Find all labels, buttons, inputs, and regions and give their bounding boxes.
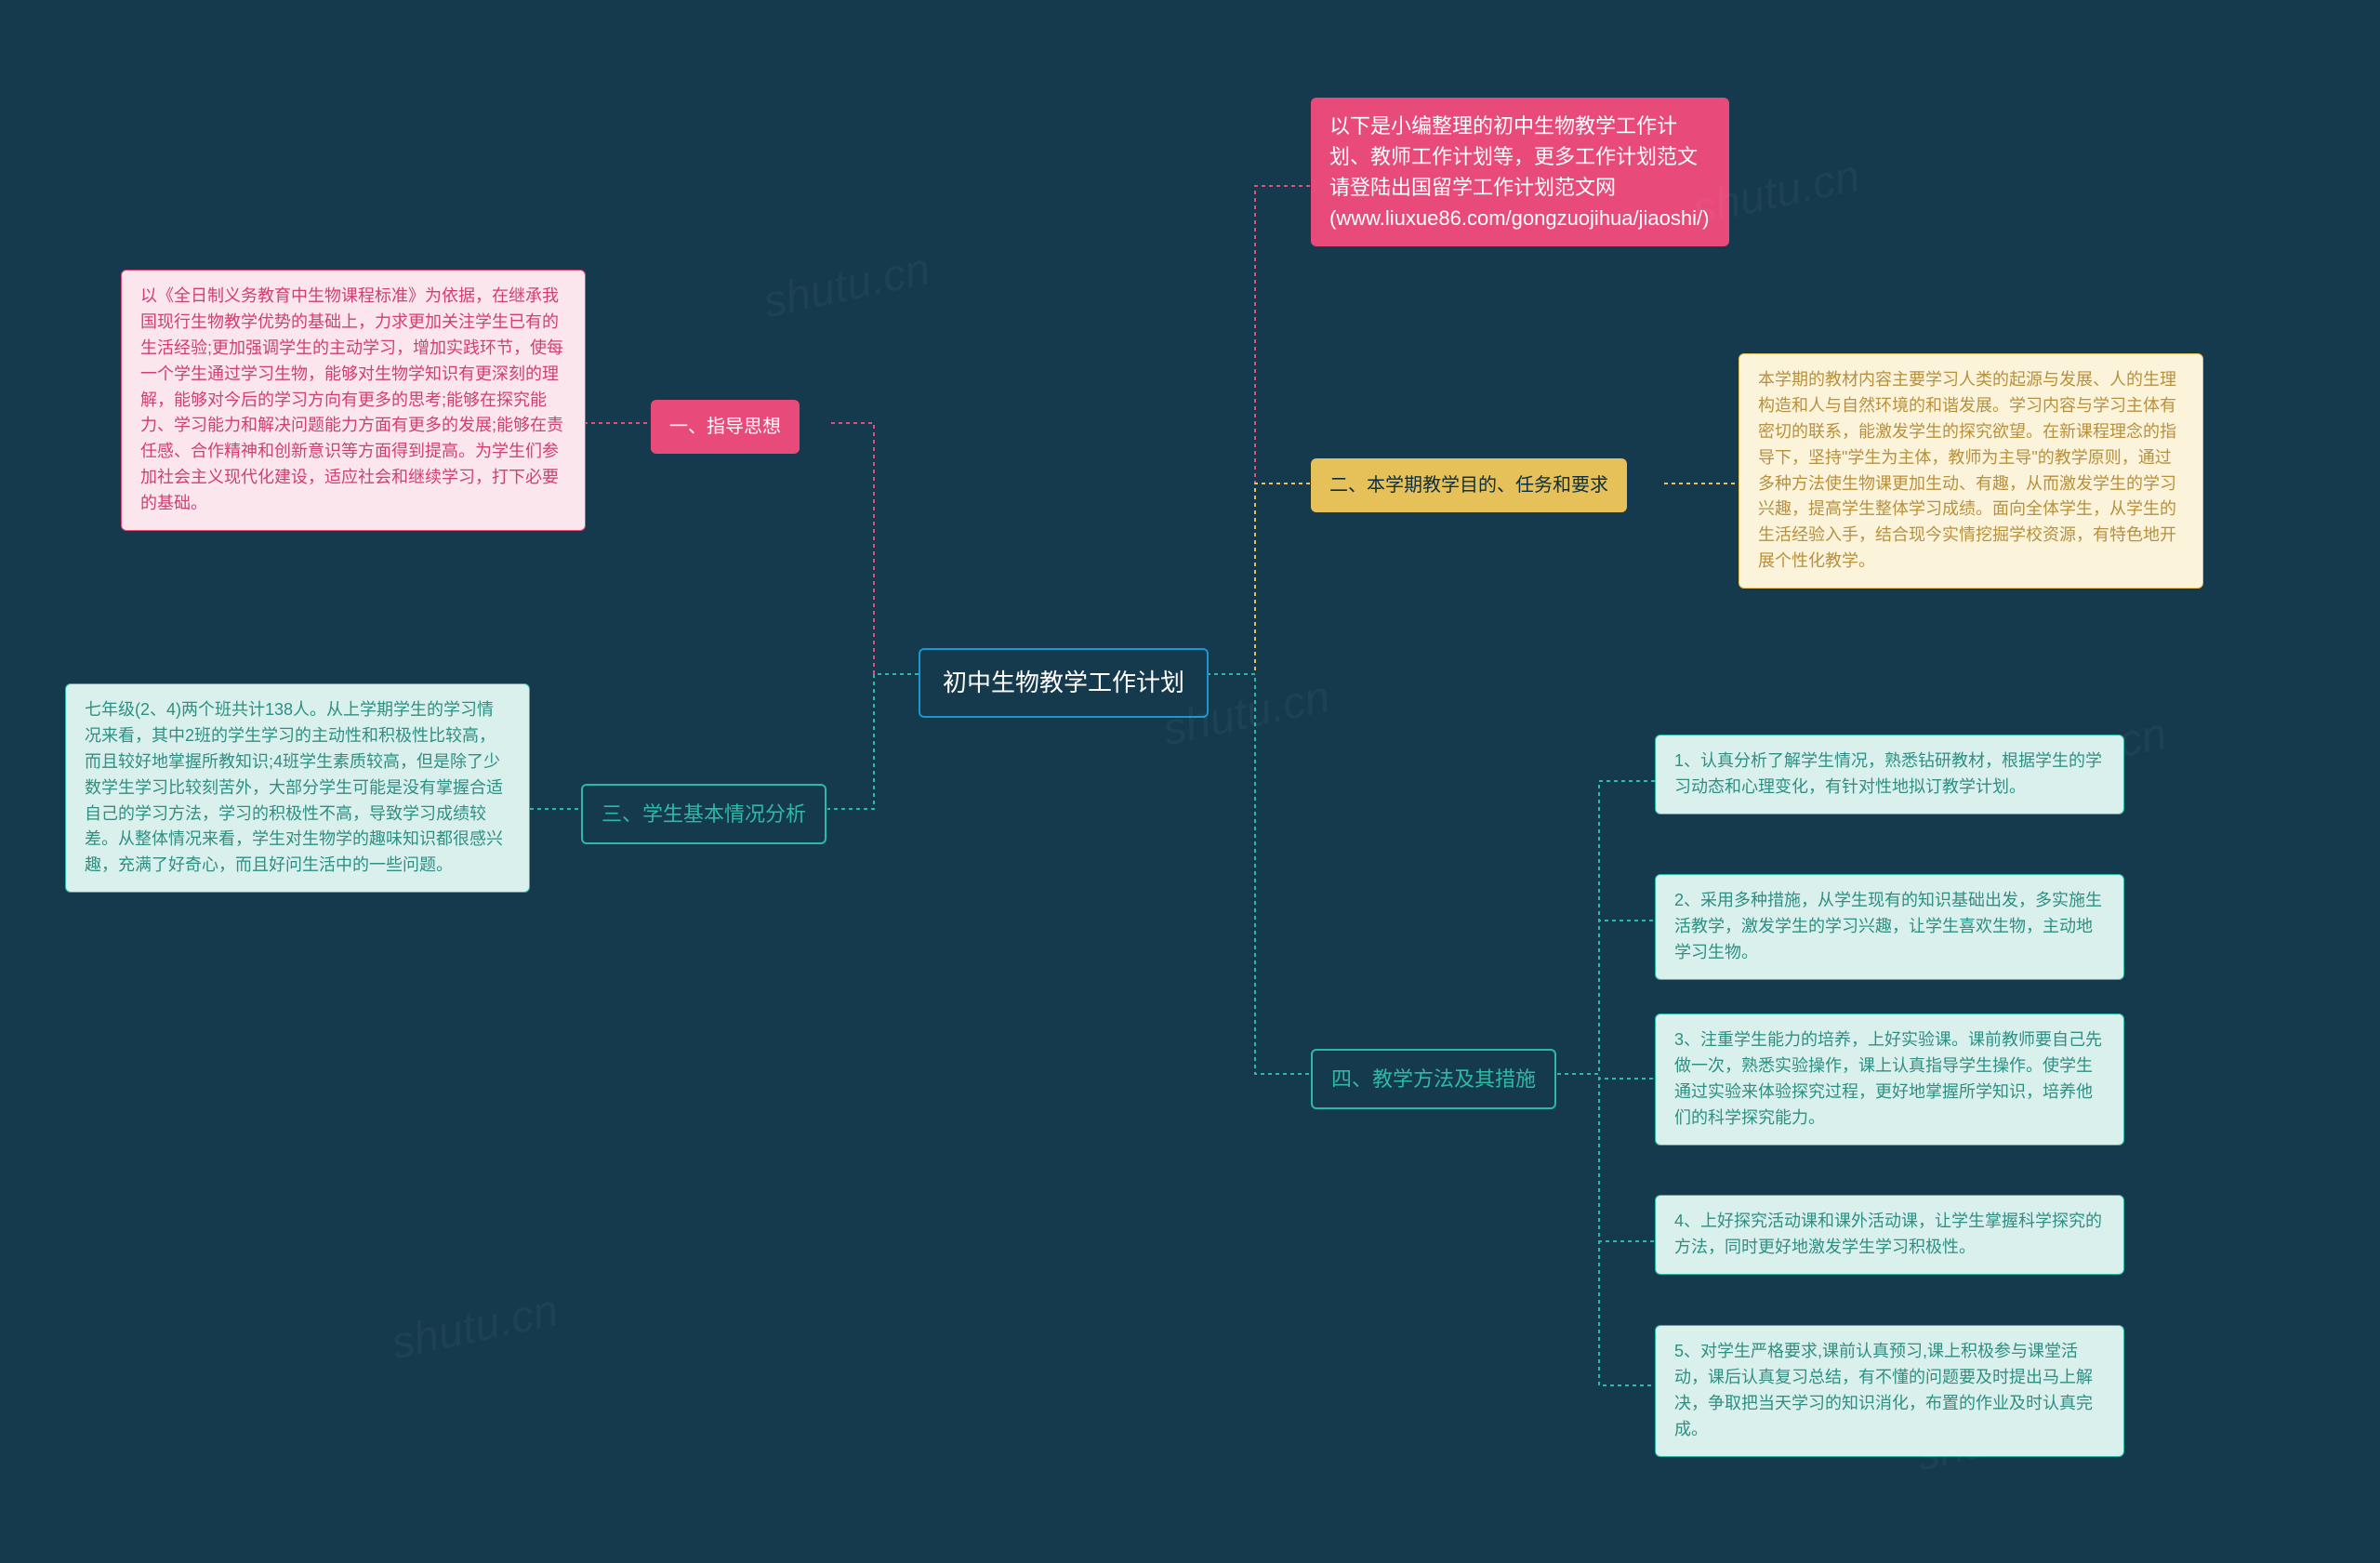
branch-4-leaf-1: 1、认真分析了解学生情况，熟悉钻研教材，根据学生的学习动态和心理变化，有针对性地…: [1655, 735, 2124, 815]
watermark: shutu.cn: [759, 244, 934, 329]
branch-1[interactable]: 一、指导思想: [651, 400, 800, 454]
branch-4-leaf-4: 4、上好探究活动课和课外活动课，让学生掌握科学探究的方法，同时更好地激发学生学习…: [1655, 1195, 2124, 1275]
intro-box: 以下是小编整理的初中生物教学工作计划、教师工作计划等，更多工作计划范文请登陆出国…: [1311, 98, 1729, 246]
root-node[interactable]: 初中生物教学工作计划: [919, 648, 1209, 718]
branch-4[interactable]: 四、教学方法及其措施: [1311, 1049, 1556, 1109]
branch-4-leaf-3: 3、注重学生能力的培养，上好实验课。课前教师要自己先做一次，熟悉实验操作，课上认…: [1655, 1013, 2124, 1146]
branch-2[interactable]: 二、本学期教学目的、任务和要求: [1311, 458, 1627, 512]
watermark: shutu.cn: [387, 1285, 562, 1371]
branch-4-leaf-2: 2、采用多种措施，从学生现有的知识基础出发，多实施生活教学，激发学生的学习兴趣，…: [1655, 874, 2124, 980]
branch-3[interactable]: 三、学生基本情况分析: [581, 784, 826, 844]
branch-4-leaf-5: 5、对学生严格要求,课前认真预习,课上积极参与课堂活动，课后认真复习总结，有不懂…: [1655, 1325, 2124, 1457]
branch-1-leaf: 以《全日制义务教育中生物课程标准》为依据，在继承我国现行生物教学优势的基础上，力…: [121, 270, 586, 531]
branch-2-leaf: 本学期的教材内容主要学习人类的起源与发展、人的生理构造和人与自然环境的和谐发展。…: [1739, 353, 2203, 589]
branch-3-leaf: 七年级(2、4)两个班共计138人。从上学期学生的学习情况来看，其中2班的学生学…: [65, 683, 530, 893]
